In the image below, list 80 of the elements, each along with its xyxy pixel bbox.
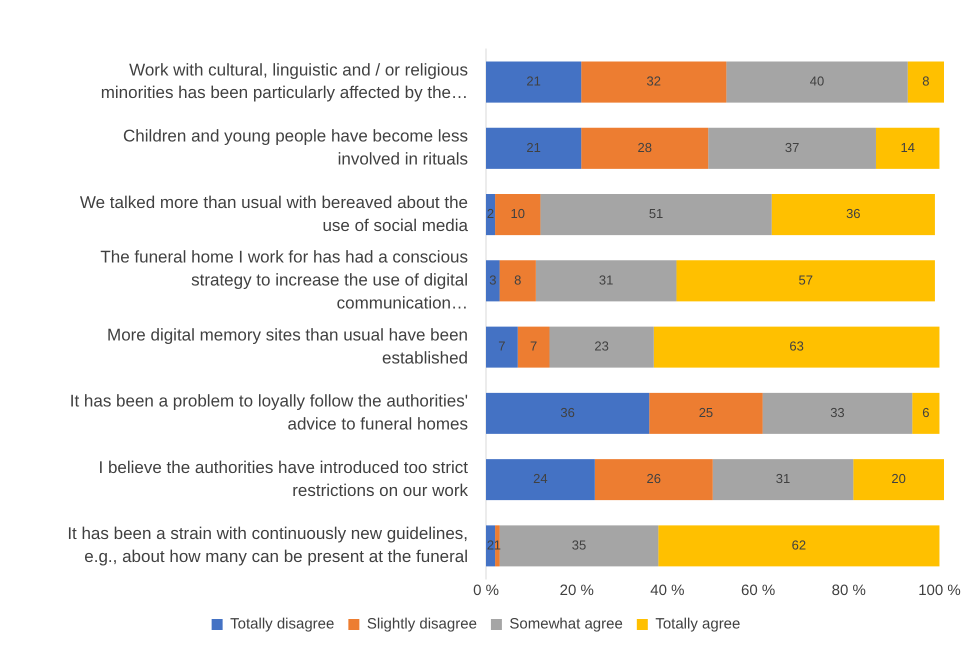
y-tick-label: It has been a problem to loyally follow the authorities' advice to funeral homes [70,392,468,434]
x-tick-label: 20 % [560,582,594,600]
x-tick-label: 40 % [650,582,684,600]
bar [495,194,540,236]
legend-label: Totally agree [655,616,740,633]
y-tick-label: We talked more than usual with bereaved about the use of social media [80,192,469,235]
data-label: 6 [922,404,930,420]
data-label: 31 [776,471,790,486]
bar [540,194,772,236]
data-label: 8 [514,272,522,288]
bar [581,128,708,169]
data-label: 25 [698,404,714,420]
y-tick-label: The funeral home I work for has had a conscious strategy to increase the use of digital communication… [100,248,468,312]
legend-label: Somewhat agree [509,616,623,633]
bar [486,194,496,236]
data-label: 40 [810,74,824,89]
bar [500,260,536,302]
data-label: 24 [533,471,548,486]
data-label: 37 [784,140,800,155]
bar [486,392,650,434]
data-label: 28 [637,140,652,155]
bar [486,62,582,103]
data-label: 57 [798,272,813,288]
data-label: 23 [594,338,609,354]
bar [908,62,944,103]
data-label: 7 [530,338,538,354]
data-label: 35 [572,537,586,552]
bar [536,260,676,302]
data-label: 3 [489,272,496,288]
x-tick-label: 100 % [918,582,961,600]
bar [853,459,944,500]
bar [708,128,876,169]
bar [486,326,518,368]
bar [518,326,550,368]
data-label: 2 [486,537,494,552]
bar [486,525,496,566]
data-label: 33 [830,404,845,420]
legend-label: Totally disagree [230,616,334,633]
bar [712,459,854,500]
bar [772,194,935,236]
y-tick-label: I believe the authorities have introduced too strict restrictions on our work [98,458,468,500]
y-tick-label: Children and young people have become less involved in rituals [123,126,468,168]
bar [726,62,908,103]
x-tick-label: 80 % [832,582,866,600]
y-tick-label: More digital memory sites than usual have been established [107,325,468,368]
data-label: 8 [922,74,930,89]
x-tick-label: 0 % [473,582,499,600]
x-tick-label: 60 % [740,582,776,600]
data-label: 36 [560,404,575,420]
data-label: 32 [646,74,662,89]
data-label: 14 [900,140,915,155]
y-tick-label: It has been a strain with continuously new guidelines, e.g., about how many can be present at the funeral [67,524,468,566]
bar [594,459,713,500]
bar [486,128,582,169]
bar [762,392,912,434]
bar [549,326,654,368]
bar [649,392,763,434]
data-label: 20 [891,471,906,486]
data-label: 63 [789,338,804,354]
bar [581,62,726,103]
data-label: 21 [526,140,541,155]
bar [486,260,500,302]
legend-label: Slightly disagree [366,616,477,633]
data-label: 36 [846,206,861,222]
bar [654,326,940,368]
bar [676,260,935,302]
bar [500,525,658,566]
bar [658,525,940,566]
data-label: 62 [792,537,806,552]
data-label: 26 [646,471,662,486]
bar [486,459,595,500]
data-label: 2 [486,206,494,222]
bar [876,128,940,169]
data-label: 31 [598,272,614,288]
data-label: 10 [510,206,525,222]
data-label: 21 [526,74,541,89]
y-tick-label: Work with cultural, linguistic and / or religious minorities has been particularly affected by the… [100,60,468,102]
bar [912,392,940,434]
data-label: 7 [498,338,506,354]
data-label: 51 [648,206,664,222]
